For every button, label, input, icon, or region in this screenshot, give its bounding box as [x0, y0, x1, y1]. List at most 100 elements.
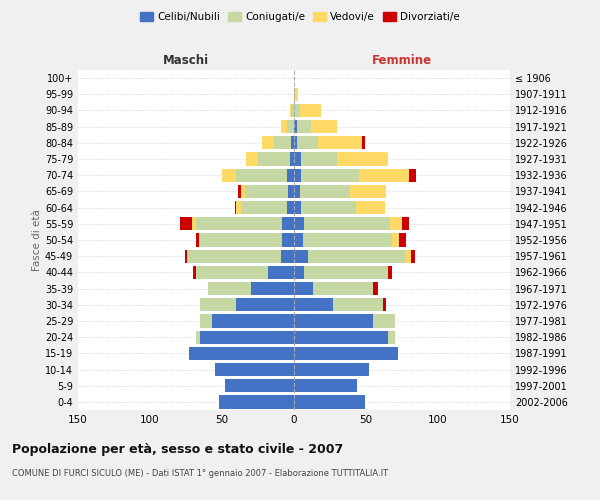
- Bar: [196, 266, 268, 279]
- Bar: [294, 396, 365, 408]
- Bar: [288, 185, 294, 198]
- Text: Femmine: Femmine: [372, 54, 432, 67]
- Bar: [283, 217, 294, 230]
- Bar: [208, 282, 251, 295]
- Bar: [399, 234, 406, 246]
- Bar: [290, 104, 291, 117]
- Bar: [287, 168, 294, 182]
- Bar: [247, 152, 258, 166]
- Bar: [294, 168, 301, 182]
- Bar: [241, 185, 245, 198]
- Bar: [294, 152, 301, 166]
- Bar: [294, 185, 300, 198]
- Bar: [302, 234, 392, 246]
- Bar: [281, 120, 287, 134]
- Bar: [311, 120, 337, 134]
- Bar: [241, 201, 287, 214]
- Bar: [262, 136, 274, 149]
- Bar: [301, 168, 359, 182]
- Bar: [268, 266, 294, 279]
- Bar: [406, 250, 410, 263]
- Y-axis label: Fasce di età: Fasce di età: [32, 209, 42, 271]
- Bar: [294, 314, 373, 328]
- Bar: [388, 330, 395, 344]
- Bar: [294, 363, 369, 376]
- Bar: [236, 201, 241, 214]
- Bar: [287, 120, 294, 134]
- Bar: [185, 250, 187, 263]
- Bar: [297, 120, 311, 134]
- Bar: [362, 136, 365, 149]
- Bar: [294, 266, 304, 279]
- Bar: [200, 330, 294, 344]
- Bar: [304, 266, 388, 279]
- Bar: [215, 363, 294, 376]
- Bar: [402, 217, 409, 230]
- Bar: [258, 152, 290, 166]
- Bar: [196, 217, 283, 230]
- Bar: [356, 201, 385, 214]
- Bar: [235, 201, 236, 214]
- Bar: [245, 185, 288, 198]
- Bar: [294, 120, 297, 134]
- Bar: [219, 396, 294, 408]
- Bar: [283, 234, 294, 246]
- Bar: [199, 234, 283, 246]
- Bar: [225, 379, 294, 392]
- Bar: [383, 298, 386, 312]
- Bar: [212, 314, 294, 328]
- Bar: [187, 250, 281, 263]
- Bar: [236, 168, 287, 182]
- Bar: [295, 88, 298, 101]
- Bar: [301, 201, 356, 214]
- Bar: [294, 346, 398, 360]
- Bar: [193, 266, 196, 279]
- Bar: [189, 346, 294, 360]
- Bar: [297, 136, 319, 149]
- Text: Maschi: Maschi: [163, 54, 209, 67]
- Bar: [333, 298, 383, 312]
- Bar: [180, 217, 192, 230]
- Bar: [196, 330, 200, 344]
- Bar: [388, 266, 392, 279]
- Bar: [294, 201, 301, 214]
- Bar: [392, 234, 399, 246]
- Bar: [313, 282, 373, 295]
- Bar: [391, 217, 402, 230]
- Bar: [196, 234, 199, 246]
- Bar: [373, 282, 377, 295]
- Bar: [291, 104, 294, 117]
- Bar: [409, 168, 416, 182]
- Bar: [294, 298, 333, 312]
- Bar: [410, 250, 415, 263]
- Bar: [301, 152, 337, 166]
- Bar: [308, 250, 406, 263]
- Bar: [294, 250, 308, 263]
- Legend: Celibi/Nubili, Coniugati/e, Vedovi/e, Divorziati/e: Celibi/Nubili, Coniugati/e, Vedovi/e, Di…: [136, 8, 464, 26]
- Text: Popolazione per età, sesso e stato civile - 2007: Popolazione per età, sesso e stato civil…: [12, 442, 343, 456]
- Bar: [294, 282, 313, 295]
- Bar: [294, 136, 297, 149]
- Bar: [290, 152, 294, 166]
- Bar: [294, 104, 300, 117]
- Bar: [300, 185, 350, 198]
- Bar: [294, 234, 302, 246]
- Bar: [274, 136, 291, 149]
- Bar: [222, 168, 236, 182]
- Bar: [287, 201, 294, 214]
- Bar: [319, 136, 362, 149]
- Bar: [192, 217, 196, 230]
- Bar: [350, 185, 386, 198]
- Bar: [373, 314, 395, 328]
- Bar: [304, 217, 391, 230]
- Bar: [251, 282, 294, 295]
- Bar: [300, 104, 322, 117]
- Bar: [337, 152, 388, 166]
- Bar: [200, 314, 212, 328]
- Bar: [294, 330, 388, 344]
- Bar: [291, 136, 294, 149]
- Bar: [238, 185, 241, 198]
- Bar: [236, 298, 294, 312]
- Bar: [359, 168, 409, 182]
- Text: COMUNE DI FURCI SICULO (ME) - Dati ISTAT 1° gennaio 2007 - Elaborazione TUTTITAL: COMUNE DI FURCI SICULO (ME) - Dati ISTAT…: [12, 469, 388, 478]
